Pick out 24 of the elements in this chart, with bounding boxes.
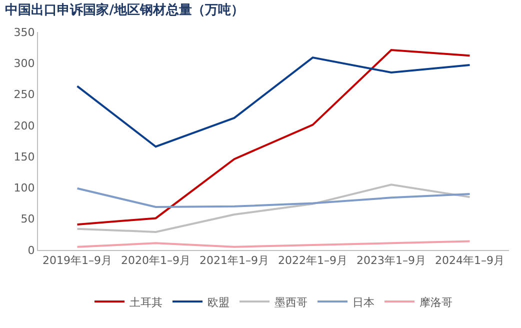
x-tick-label: 2019年1–9月 [42,254,112,268]
y-tick-label: 0 [28,244,35,257]
line-series [76,49,471,226]
x-tick-label: 2022年1–9月 [278,254,348,268]
line-series [76,187,471,208]
x-tick-label: 2024年1–9月 [435,254,504,268]
y-tick-label: 300 [14,56,35,70]
chart-title: 中国出口申诉国家/地区钢材总量（万吨） [5,2,244,18]
y-tick-label: 350 [14,26,35,39]
legend-label: 土耳其 [130,296,162,309]
line-series [76,56,471,148]
x-tick-label: 2020年1–9月 [121,254,190,268]
y-tick-label: 200 [14,119,35,132]
legend-label: 墨西哥 [274,296,308,309]
y-tick-label: 250 [14,88,35,102]
x-tick-label: 2021年1–9月 [200,254,269,268]
line-series [76,184,471,233]
legend-label: 欧盟 [208,296,230,309]
y-tick-label: 50 [20,212,35,226]
y-tick-label: 150 [14,150,35,164]
x-tick-label: 2023年1–9月 [356,254,426,268]
y-tick-label: 100 [14,182,35,195]
legend-label: 日本 [352,296,374,309]
legend-label: 摩洛哥 [420,296,452,309]
